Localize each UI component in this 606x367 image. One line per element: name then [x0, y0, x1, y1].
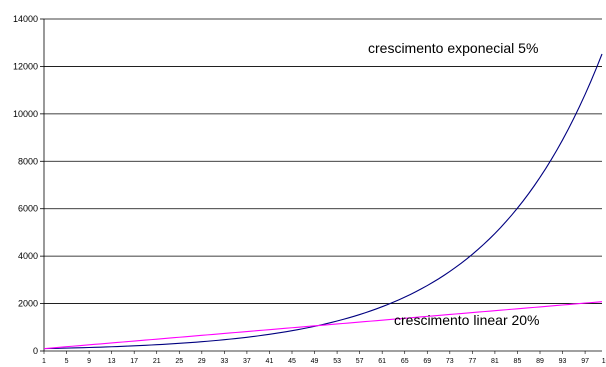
y-tick-label: 12000: [13, 61, 38, 71]
x-tick-label: 73: [446, 358, 454, 365]
y-tick-label: 4000: [18, 251, 38, 261]
y-tick-label: 14000: [13, 14, 38, 24]
x-tick-label: 77: [468, 358, 476, 365]
x-tick-label: 89: [536, 358, 544, 365]
x-tick-label: 69: [423, 358, 431, 365]
x-tick-label: 61: [378, 358, 386, 365]
y-tick-labels: 0 2000 4000 6000 8000 10000 12000 14000: [13, 14, 38, 356]
x-tick-label: 101: [602, 358, 606, 365]
gridlines: [44, 18, 602, 304]
series-lines: [43, 53, 603, 350]
x-tick-label: 13: [108, 358, 116, 365]
y-tick-label: 8000: [18, 156, 38, 166]
x-tick-label: 53: [333, 358, 341, 365]
y-tick-label: 0: [33, 346, 38, 356]
x-tick-label: 37: [243, 358, 251, 365]
x-tick-label: 93: [559, 358, 567, 365]
x-tick-label: 41: [266, 358, 274, 365]
x-tick-label: 45: [288, 358, 296, 365]
y-tick-label: 10000: [13, 109, 38, 119]
x-tick-label: 57: [356, 358, 364, 365]
x-tick-label: 65: [401, 358, 409, 365]
x-tick-label: 21: [153, 358, 161, 365]
series-line-exponential: [43, 53, 603, 350]
x-tick-label: 97: [581, 358, 589, 365]
x-tick-label: 5: [65, 358, 69, 365]
series-line-linear: [43, 301, 603, 350]
axes: [40, 18, 602, 354]
x-tick-label: 29: [198, 358, 206, 365]
x-tick-label: 33: [220, 358, 228, 365]
y-tick-label: 2000: [18, 299, 38, 309]
annotation-exponential: crescimento exponecial 5%: [368, 40, 538, 56]
annotation-linear: crescimento linear 20%: [394, 312, 540, 328]
x-tick-labels: 1 5 9 13 17 21 25 29 33 37 41 45 49 53 57 61 65 69 73 77 81 8…: [42, 358, 606, 365]
x-tick-label: 81: [491, 358, 499, 365]
x-tick-label: 49: [311, 358, 319, 365]
x-tick-label: 1: [42, 358, 46, 365]
x-tick-label: 17: [130, 358, 138, 365]
x-tick-label: 9: [87, 358, 91, 365]
x-tick-label: 85: [514, 358, 522, 365]
x-tick-label: 25: [175, 358, 183, 365]
y-tick-label: 6000: [18, 204, 38, 214]
